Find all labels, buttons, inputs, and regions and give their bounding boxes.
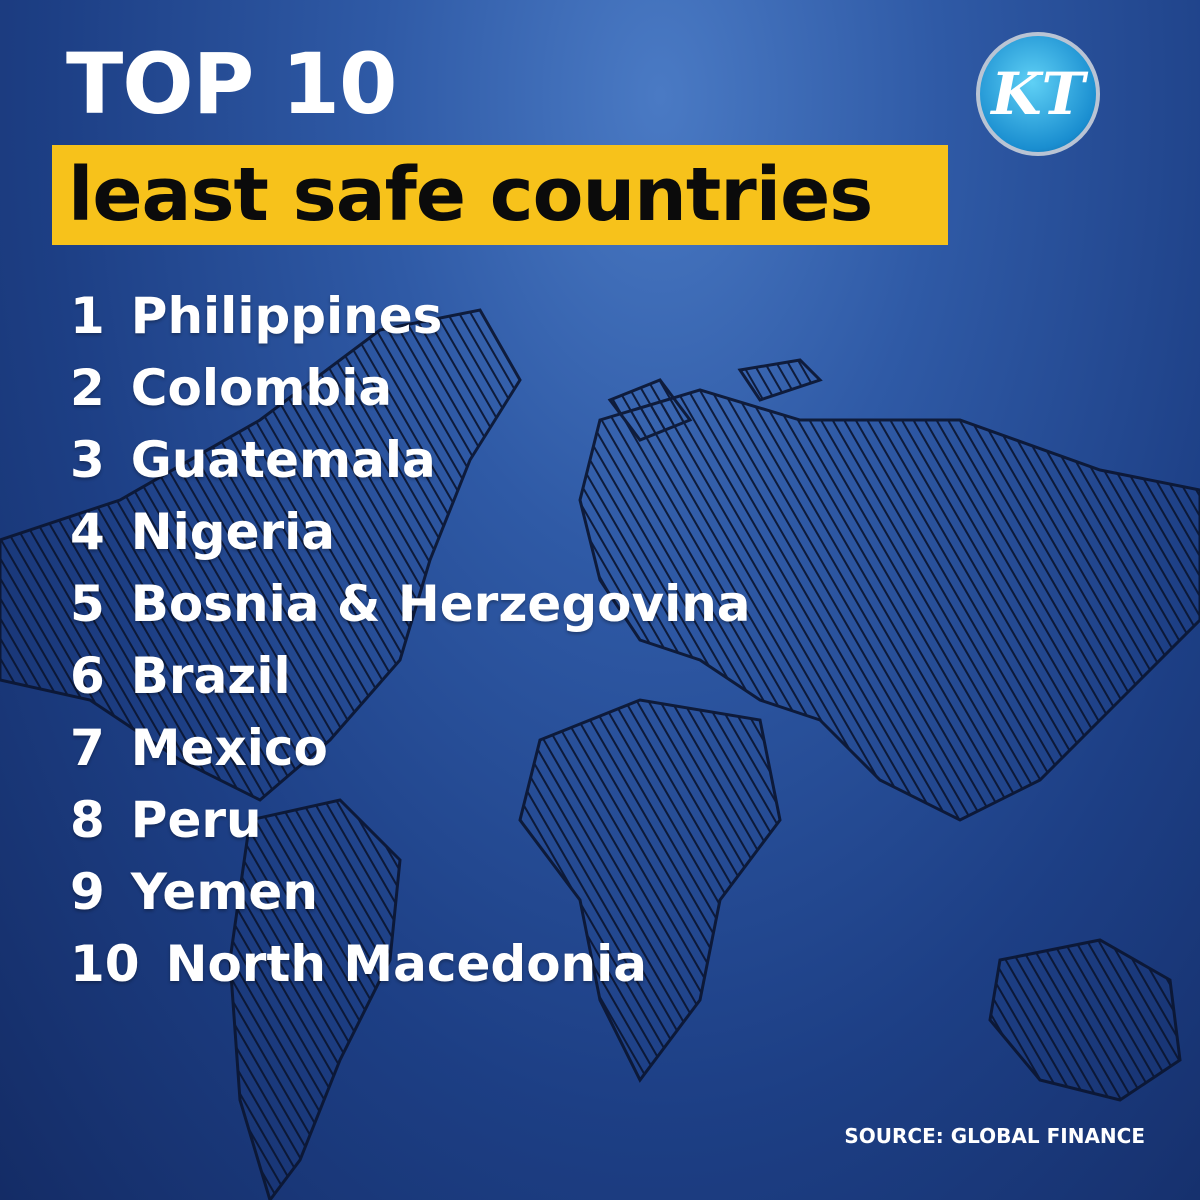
- rank: 9: [70, 863, 105, 921]
- source: SOURCE: GLOBAL FINANCE: [844, 1124, 1145, 1148]
- list-item: 5 Bosnia & Herzegovina: [70, 568, 751, 640]
- list-item: 1 Philippines: [70, 280, 751, 352]
- list-item: 7 Mexico: [70, 712, 751, 784]
- list-item: 3 Guatemala: [70, 424, 751, 496]
- country-name: Peru: [130, 791, 262, 849]
- rank: 1: [70, 287, 105, 345]
- country-name: Colombia: [130, 359, 393, 417]
- country-name: Brazil: [130, 647, 291, 705]
- country-name: Yemen: [130, 863, 318, 921]
- country-name: North Macedonia: [165, 935, 648, 993]
- country-list: 1 Philippines 2 Colombia 3 Guatemala 4 Nigeria 5…: [70, 280, 751, 1000]
- country-name: Philippines: [130, 287, 443, 345]
- rank: 6: [70, 647, 105, 705]
- subtitle-highlight: [52, 145, 948, 245]
- logo: KT: [976, 32, 1100, 156]
- rank: 2: [70, 359, 105, 417]
- rank: 3: [70, 431, 105, 489]
- title: TOP 10: [66, 35, 397, 133]
- rank: 7: [70, 719, 105, 777]
- rank: 5: [70, 575, 105, 633]
- list-item: 4 Nigeria: [70, 496, 751, 568]
- country-name: Mexico: [130, 719, 328, 777]
- list-item: 8 Peru: [70, 784, 751, 856]
- country-name: Nigeria: [130, 503, 336, 561]
- list-item: 2 Colombia: [70, 352, 751, 424]
- country-name: Guatemala: [130, 431, 436, 489]
- list-item: 6 Brazil: [70, 640, 751, 712]
- list-item: 9 Yemen: [70, 856, 751, 928]
- subtitle: least safe countries: [68, 152, 873, 238]
- rank: 8: [70, 791, 105, 849]
- country-name: Bosnia & Herzegovina: [130, 575, 751, 633]
- rank: 10: [70, 935, 140, 993]
- list-item: 10 North Macedonia: [70, 928, 751, 1000]
- rank: 4: [70, 503, 105, 561]
